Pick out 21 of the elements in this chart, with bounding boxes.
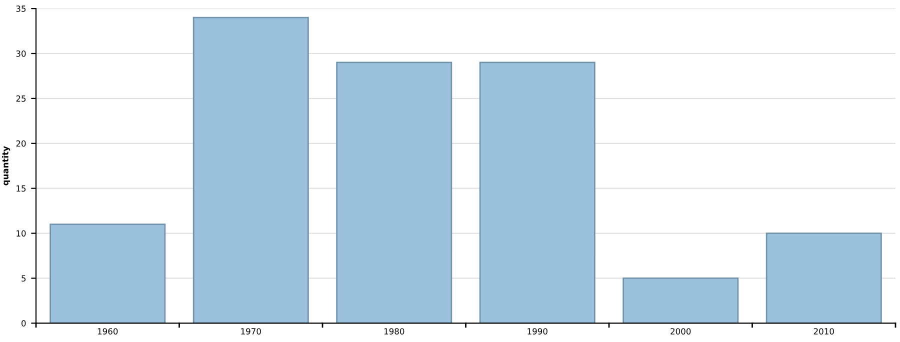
- x-tick-label: 1980: [384, 328, 404, 334]
- y-tick-label: 5: [22, 275, 26, 282]
- bar: [192, 16, 309, 324]
- x-tick-label: 1970: [241, 328, 261, 334]
- x-tick-label: 2000: [670, 328, 691, 334]
- x-tick-label: 2010: [814, 328, 834, 334]
- bar: [336, 62, 452, 324]
- bar: [50, 224, 166, 324]
- y-tick-label: 30: [16, 50, 26, 57]
- y-tick-label: 25: [16, 95, 26, 102]
- y-tick-label: 0: [22, 320, 26, 326]
- x-tick-label: 1990: [528, 328, 548, 334]
- bar: [479, 62, 596, 324]
- y-tick-label: 10: [16, 230, 26, 237]
- y-axis-title: quantity: [2, 146, 10, 186]
- y-tick-label: 20: [16, 140, 26, 147]
- bar: [766, 232, 882, 324]
- bar: [622, 278, 739, 324]
- y-tick-label: 15: [16, 185, 26, 192]
- y-tick-label: 35: [16, 6, 26, 12]
- x-tick-label: 1960: [98, 328, 118, 334]
